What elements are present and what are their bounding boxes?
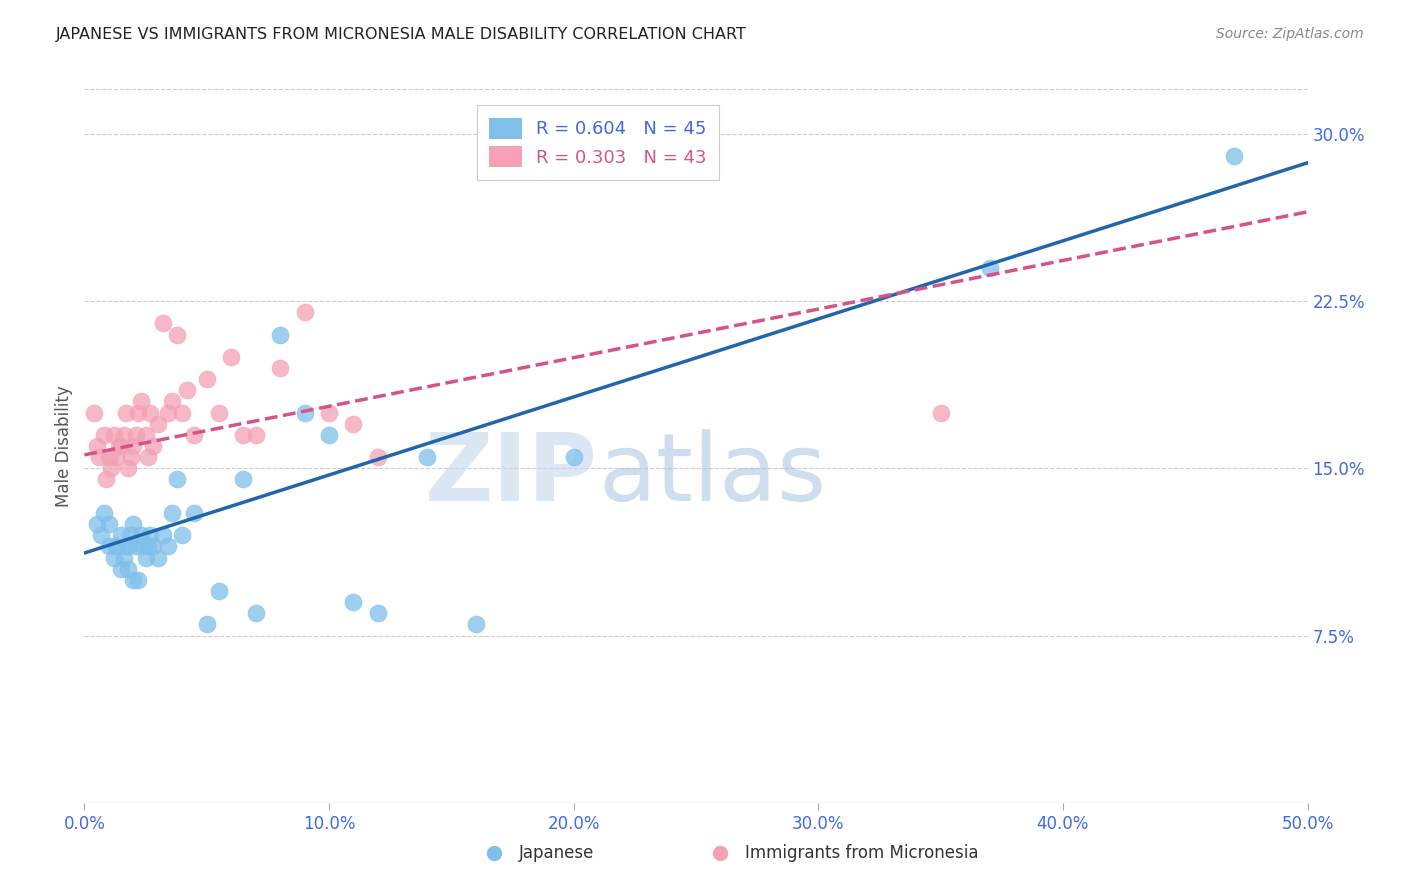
Point: [176, 384, 198, 398]
Point: [122, 439, 145, 453]
Point: [156, 405, 179, 419]
Point: [208, 583, 231, 598]
Point: [120, 450, 142, 464]
Point: [208, 405, 231, 419]
Point: [110, 562, 132, 576]
Point: [232, 473, 254, 487]
Point: [1223, 149, 1246, 163]
Point: [136, 539, 159, 553]
Point: [125, 427, 148, 442]
Point: [122, 516, 145, 531]
Point: [105, 450, 128, 464]
Point: [294, 405, 316, 419]
Point: [195, 372, 218, 386]
Point: [93, 506, 115, 520]
Point: [342, 595, 364, 609]
Point: [156, 539, 179, 553]
Point: [318, 427, 340, 442]
Point: [195, 617, 218, 632]
Point: [90, 528, 112, 542]
Point: [162, 506, 184, 520]
Point: [117, 539, 139, 553]
Point: [129, 528, 152, 542]
Point: [464, 617, 486, 632]
Point: [115, 539, 138, 553]
Point: [86, 439, 108, 453]
Point: [86, 516, 108, 531]
Point: [132, 539, 155, 553]
Text: ZIP: ZIP: [425, 428, 598, 521]
Point: [929, 405, 952, 419]
Point: [245, 427, 267, 442]
Point: [367, 450, 389, 464]
Point: [105, 539, 128, 553]
Point: [125, 539, 148, 553]
Point: [183, 427, 205, 442]
Point: [166, 327, 188, 342]
Point: [97, 516, 120, 531]
Point: [117, 461, 139, 475]
Point: [294, 305, 316, 319]
Point: [136, 450, 159, 464]
Text: Japanese: Japanese: [519, 844, 593, 862]
Point: [318, 405, 340, 419]
Point: [142, 539, 165, 553]
Text: Immigrants from Micronesia: Immigrants from Micronesia: [745, 844, 979, 862]
Y-axis label: Male Disability: Male Disability: [55, 385, 73, 507]
Point: [110, 439, 132, 453]
Point: [562, 450, 585, 464]
Point: [115, 405, 138, 419]
Point: [146, 417, 169, 431]
Point: [269, 360, 291, 375]
Text: Source: ZipAtlas.com: Source: ZipAtlas.com: [1216, 27, 1364, 41]
Point: [416, 450, 439, 464]
Point: [166, 473, 188, 487]
Point: [127, 405, 149, 419]
Point: [117, 562, 139, 576]
Point: [96, 473, 118, 487]
Point: [122, 573, 145, 587]
Point: [97, 450, 120, 464]
Point: [120, 528, 142, 542]
Point: [342, 417, 364, 431]
Point: [83, 405, 105, 419]
Point: [152, 316, 174, 330]
Point: [232, 427, 254, 442]
Point: [162, 394, 184, 409]
Point: [112, 550, 135, 565]
Point: [87, 450, 110, 464]
Point: [103, 427, 125, 442]
Point: [135, 550, 157, 565]
Point: [135, 427, 157, 442]
Point: [127, 573, 149, 587]
Text: atlas: atlas: [598, 428, 827, 521]
Point: [269, 327, 291, 342]
Point: [129, 394, 152, 409]
Point: [139, 528, 162, 542]
Point: [172, 528, 194, 542]
Point: [183, 506, 205, 520]
Point: [245, 607, 267, 621]
Point: [112, 427, 135, 442]
Point: [139, 405, 162, 419]
Legend: R = 0.604   N = 45, R = 0.303   N = 43: R = 0.604 N = 45, R = 0.303 N = 43: [477, 105, 720, 179]
Point: [93, 427, 115, 442]
Point: [172, 405, 194, 419]
Point: [367, 607, 389, 621]
Point: [219, 350, 242, 364]
Point: [100, 461, 122, 475]
Point: [152, 528, 174, 542]
Point: [110, 528, 132, 542]
Text: JAPANESE VS IMMIGRANTS FROM MICRONESIA MALE DISABILITY CORRELATION CHART: JAPANESE VS IMMIGRANTS FROM MICRONESIA M…: [56, 27, 747, 42]
Point: [142, 439, 165, 453]
Point: [562, 149, 585, 163]
Point: [979, 260, 1001, 275]
Point: [103, 550, 125, 565]
Point: [146, 550, 169, 565]
Point: [107, 439, 129, 453]
Point: [97, 539, 120, 553]
